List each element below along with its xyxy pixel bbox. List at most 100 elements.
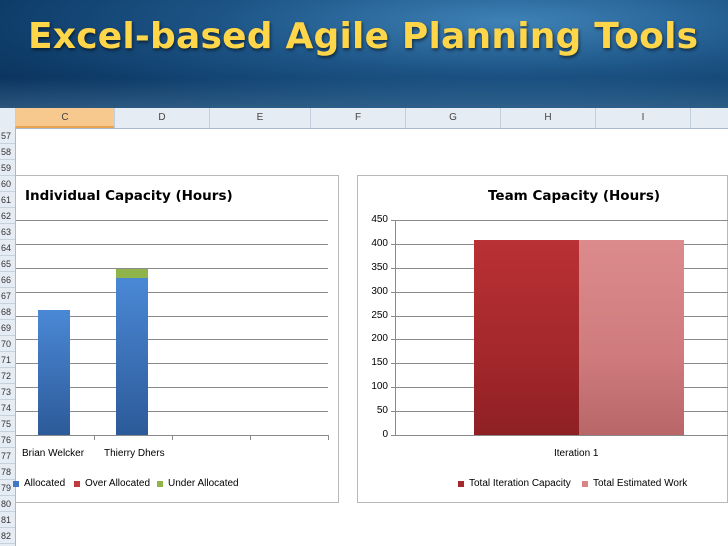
axis-tick	[391, 387, 395, 389]
row-header[interactable]: 63	[0, 224, 15, 240]
gridline	[395, 435, 728, 436]
row-header[interactable]: 65	[0, 256, 15, 272]
axis-tick	[391, 220, 395, 221]
y-tick-label: 0	[382, 429, 388, 440]
gridline	[16, 315, 328, 317]
column-header-h[interactable]: H	[500, 108, 595, 128]
team-capacity-chart[interactable]: Team Capacity (Hours) Iteration 1 Total …	[357, 175, 728, 503]
axis-tick	[391, 267, 395, 269]
bar-allocated	[38, 310, 70, 435]
gridline	[16, 339, 328, 341]
legend-item-total-iteration-capacity: Total Iteration Capacity	[458, 478, 571, 489]
legend-label: Allocated	[24, 478, 66, 489]
y-tick-label: 300	[371, 285, 388, 297]
y-tick-label: 350	[371, 261, 388, 273]
legend-swatch	[458, 480, 464, 487]
row-header[interactable]: 71	[0, 352, 15, 368]
column-header-i[interactable]: I	[595, 108, 690, 128]
y-tick-label: 200	[371, 333, 388, 345]
gridline	[16, 267, 328, 269]
row-header[interactable]: 77	[0, 448, 15, 464]
row-header[interactable]: 69	[0, 320, 15, 336]
legend-label: Total Estimated Work	[593, 478, 688, 489]
gridline	[16, 411, 328, 413]
axis-tick	[391, 315, 395, 317]
bar-allocated	[116, 278, 148, 435]
axis-tick	[328, 435, 329, 440]
select-all-corner[interactable]	[0, 108, 15, 128]
legend-item-total-estimated-work: Total Estimated Work	[582, 478, 687, 489]
category-label: Iteration 1	[554, 448, 599, 459]
bar-total-iteration-capacity	[474, 240, 579, 435]
row-header[interactable]: 61	[0, 192, 15, 208]
row-header[interactable]: 58	[0, 144, 15, 160]
gridline	[16, 243, 328, 245]
chart-title: Team Capacity (Hours)	[488, 188, 661, 204]
gridline	[16, 387, 328, 389]
column-header-g[interactable]: G	[405, 108, 500, 128]
y-axis-line	[395, 220, 396, 435]
row-header[interactable]: 64	[0, 240, 15, 256]
axis-tick	[94, 435, 95, 440]
legend-item-over-allocated: Over Allocated	[74, 478, 150, 489]
y-tick-label: 50	[376, 405, 388, 417]
axis-tick	[391, 291, 395, 293]
legend-swatch	[13, 480, 19, 487]
legend-label: Total Iteration Capacity	[469, 478, 571, 489]
slide-title: Excel-based Agile Planning Tools	[28, 16, 699, 57]
gridline	[395, 220, 728, 221]
legend-label: Under Allocated	[168, 478, 239, 489]
column-header-f[interactable]: F	[310, 108, 405, 128]
chart-title: Individual Capacity (Hours)	[25, 188, 233, 204]
gridline	[16, 291, 328, 293]
y-tick-label: 100	[371, 381, 388, 393]
row-header[interactable]: 79	[0, 480, 15, 496]
legend-label: Over Allocated	[85, 478, 151, 489]
axis-tick	[172, 435, 173, 440]
y-tick-label: 450	[371, 214, 388, 225]
column-header-e[interactable]: E	[209, 108, 310, 128]
row-header-bar: 57 58 59 60 61 62 63 64 65 66 67 68 69 7…	[0, 128, 16, 546]
axis-tick	[391, 411, 395, 413]
axis-tick	[391, 363, 395, 365]
row-header[interactable]: 68	[0, 304, 15, 320]
row-header[interactable]: 59	[0, 160, 15, 176]
row-header[interactable]: 73	[0, 384, 15, 400]
category-label: Brian Welcker	[22, 448, 85, 459]
y-tick-label: 150	[371, 357, 388, 369]
slide-banner: Excel-based Agile Planning Tools	[0, 0, 728, 108]
bar-under-allocated	[116, 269, 148, 279]
row-header[interactable]: 76	[0, 432, 15, 448]
axis-tick	[391, 339, 395, 341]
legend-swatch	[157, 480, 163, 487]
row-header[interactable]: 78	[0, 464, 15, 480]
row-header[interactable]: 82	[0, 528, 15, 544]
individual-capacity-chart[interactable]: Individual Capacity (Hours) Brian Welcke…	[13, 175, 339, 503]
legend-swatch	[74, 480, 80, 487]
axis-tick	[391, 435, 395, 436]
column-header-d[interactable]: D	[114, 108, 209, 128]
row-header[interactable]: 67	[0, 288, 15, 304]
y-tick-label: 400	[371, 237, 388, 249]
row-header[interactable]: 80	[0, 496, 15, 512]
category-label: Thierry Dhers	[104, 448, 165, 459]
row-header[interactable]: 60	[0, 176, 15, 192]
gridline	[16, 363, 328, 365]
row-header[interactable]: 70	[0, 336, 15, 352]
row-header[interactable]: 75	[0, 416, 15, 432]
column-header-j[interactable]	[690, 108, 728, 128]
y-tick-label: 250	[371, 309, 388, 321]
row-header[interactable]: 62	[0, 208, 15, 224]
gridline	[16, 220, 328, 221]
row-header[interactable]: 72	[0, 368, 15, 384]
column-header-c[interactable]: C	[15, 108, 114, 128]
column-header-bar: C D E F G H I	[0, 108, 728, 129]
row-header[interactable]: 81	[0, 512, 15, 528]
legend-item-under-allocated: Under Allocated	[157, 478, 239, 489]
legend-swatch	[582, 480, 588, 487]
row-header[interactable]: 74	[0, 400, 15, 416]
bar-total-estimated-work	[579, 240, 684, 435]
row-header[interactable]: 57	[0, 128, 15, 144]
row-header[interactable]: 66	[0, 272, 15, 288]
axis-tick	[391, 243, 395, 245]
